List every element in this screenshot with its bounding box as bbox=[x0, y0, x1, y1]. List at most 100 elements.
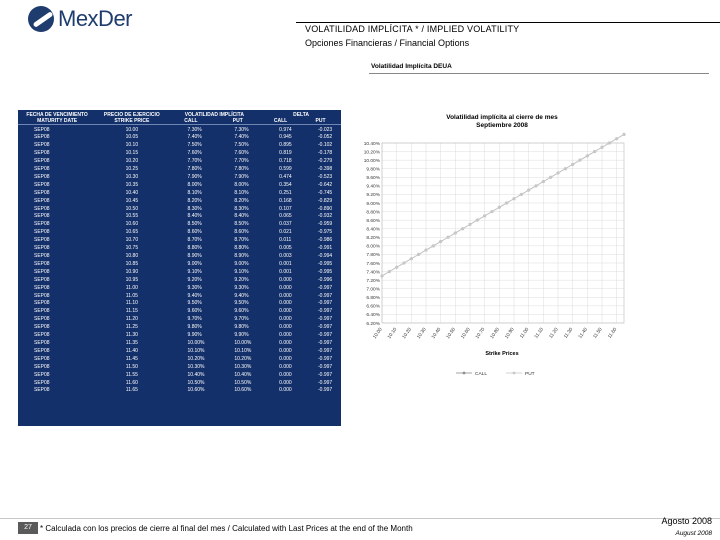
vol-put-cell: 10.20% bbox=[234, 355, 252, 362]
strike-cell: 11.00 bbox=[125, 284, 138, 291]
delta-call-cell: 0.974 bbox=[279, 126, 292, 133]
y-tick-label: 9.80% bbox=[366, 167, 380, 173]
data-point-put bbox=[461, 227, 465, 231]
delta-call-cell: 0.000 bbox=[279, 324, 292, 331]
delta-call-cell: 0.003 bbox=[279, 253, 292, 259]
y-tick-label: 10.00% bbox=[364, 158, 381, 164]
delta-call-cell: 0.021 bbox=[279, 229, 292, 236]
vol-put-cell: 9.80% bbox=[234, 324, 249, 331]
table-row: SEP08 10.90 9.10% 9.10% 0.001 -0.995 bbox=[18, 269, 341, 277]
table-row: SEP08 11.15 9.60% 9.60% 0.000 -0.997 bbox=[18, 308, 341, 316]
table-row: SEP08 10.25 7.80% 7.80% 0.599 -0.398 bbox=[18, 166, 341, 174]
mexder-logo: MexDer bbox=[28, 6, 133, 32]
x-tick-label: 10.10 bbox=[386, 326, 398, 340]
delta-call-cell: 0.001 bbox=[279, 260, 292, 267]
x-tick-label: 10.50 bbox=[445, 326, 457, 340]
delta-call-cell: 0.251 bbox=[279, 189, 292, 196]
vol-put-cell: 9.20% bbox=[234, 276, 249, 283]
strike-cell: 10.95 bbox=[125, 276, 139, 283]
delta-call-cell: 0.011 bbox=[279, 237, 292, 244]
vol-call-cell: 10.10% bbox=[187, 347, 205, 354]
table-row: SEP08 11.65 10.60% 10.60% 0.000 -0.997 bbox=[18, 387, 341, 395]
delta-put-cell: -0.997 bbox=[318, 355, 333, 362]
delta-put-cell: -0.997 bbox=[318, 363, 333, 370]
data-point-put bbox=[541, 180, 545, 184]
vol-call-cell: 8.50% bbox=[187, 221, 202, 228]
panel-title: Volatilidad Implícita DEUA bbox=[369, 63, 709, 74]
y-tick-label: 7.40% bbox=[366, 269, 380, 275]
vol-call-cell: 7.50% bbox=[187, 142, 202, 149]
strike-cell: 11.65 bbox=[125, 387, 138, 394]
delta-put-cell: -0.996 bbox=[318, 276, 333, 283]
strike-cell: 11.15 bbox=[125, 308, 138, 315]
vol-put-cell: 8.60% bbox=[234, 229, 249, 236]
delta-call-cell: 0.000 bbox=[279, 363, 292, 370]
data-point-put bbox=[549, 175, 553, 179]
vol-put-cell: 8.10% bbox=[234, 189, 249, 196]
vol-put-cell: 10.30% bbox=[234, 363, 252, 370]
maturity-cell: SEP08 bbox=[34, 339, 50, 346]
delta-call-cell: 0.000 bbox=[279, 355, 292, 362]
vol-call-cell: 9.10% bbox=[187, 268, 202, 275]
vol-call-cell: 8.30% bbox=[187, 205, 202, 212]
vol-call-cell: 7.80% bbox=[187, 166, 202, 173]
delta-put-cell: -0.994 bbox=[318, 253, 333, 259]
vol-call-cell: 10.00% bbox=[187, 339, 205, 346]
maturity-cell: SEP08 bbox=[34, 355, 50, 362]
delta-call-cell: 0.000 bbox=[279, 371, 292, 378]
y-tick-label: 7.20% bbox=[366, 278, 380, 284]
vol-call-cell: 8.00% bbox=[187, 181, 202, 188]
table-row: SEP08 10.35 8.00% 8.00% 0.354 -0.642 bbox=[18, 182, 341, 190]
table-row: SEP08 10.45 8.20% 8.20% 0.168 -0.829 bbox=[18, 198, 341, 206]
vol-put-cell: 9.10% bbox=[234, 268, 249, 275]
vol-call-cell: 9.50% bbox=[187, 300, 202, 307]
table-row: SEP08 10.00 7.30% 7.30% 0.974 -0.023 bbox=[18, 127, 341, 135]
volatility-chart: Volatilidad implícita al cierre de mes Se… bbox=[352, 105, 642, 385]
strike-cell: 11.35 bbox=[125, 339, 138, 346]
vol-call-cell: 10.60% bbox=[187, 387, 205, 394]
delta-put-cell: -0.829 bbox=[318, 197, 333, 204]
data-point-put bbox=[387, 270, 391, 274]
vol-put-cell: 8.00% bbox=[234, 181, 249, 188]
delta-put-cell: -0.932 bbox=[318, 213, 333, 220]
maturity-cell: SEP08 bbox=[34, 221, 50, 228]
globe-icon bbox=[28, 6, 54, 32]
delta-call-cell: 0.005 bbox=[279, 245, 292, 252]
y-tick-label: 10.40% bbox=[364, 141, 381, 147]
vol-put-cell: 7.50% bbox=[234, 142, 249, 149]
delta-call-cell: 0.065 bbox=[279, 213, 292, 220]
strike-cell: 10.45 bbox=[125, 197, 139, 204]
x-tick-label: 11.10 bbox=[533, 326, 545, 339]
page-subtitle: Opciones Financieras / Financial Options bbox=[305, 38, 470, 48]
x-tick-label: 10.00 bbox=[372, 326, 384, 340]
data-point-put bbox=[409, 257, 413, 261]
maturity-cell: SEP08 bbox=[34, 189, 50, 196]
maturity-cell: SEP08 bbox=[34, 166, 50, 173]
delta-put-cell: -0.995 bbox=[318, 268, 333, 275]
vol-call-cell: 9.40% bbox=[187, 292, 202, 299]
maturity-cell: SEP08 bbox=[34, 150, 50, 157]
strike-cell: 10.40 bbox=[125, 189, 139, 196]
maturity-cell: SEP08 bbox=[34, 181, 50, 188]
maturity-cell: SEP08 bbox=[34, 237, 50, 244]
delta-put-cell: -0.890 bbox=[318, 205, 333, 212]
x-axis-label: Strike Prices bbox=[485, 351, 518, 357]
vol-put-cell: 9.40% bbox=[234, 292, 249, 299]
maturity-cell: SEP08 bbox=[34, 253, 50, 259]
maturity-cell: SEP08 bbox=[34, 316, 50, 323]
footnote: * Calculada con los precios de cierre al… bbox=[40, 524, 413, 533]
delta-put-cell: -0.997 bbox=[318, 347, 333, 354]
x-tick-label: 10.70 bbox=[474, 326, 486, 340]
y-tick-label: 9.60% bbox=[366, 175, 380, 181]
y-tick-label: 8.80% bbox=[366, 209, 380, 215]
table-row: SEP08 11.10 9.50% 9.50% 0.000 -0.997 bbox=[18, 300, 341, 308]
vol-call-cell: 9.30% bbox=[187, 284, 202, 291]
strike-cell: 10.25 bbox=[125, 166, 139, 173]
vol-call-cell: 9.00% bbox=[187, 260, 202, 267]
y-tick-label: 6.40% bbox=[366, 312, 380, 318]
delta-call-cell: 0.037 bbox=[279, 221, 292, 228]
maturity-cell: SEP08 bbox=[34, 363, 50, 370]
legend-label-call: CALL bbox=[475, 371, 487, 377]
maturity-cell: SEP08 bbox=[34, 292, 50, 299]
strike-cell: 11.30 bbox=[125, 332, 138, 339]
